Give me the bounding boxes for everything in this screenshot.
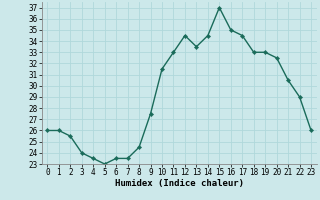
X-axis label: Humidex (Indice chaleur): Humidex (Indice chaleur) (115, 179, 244, 188)
